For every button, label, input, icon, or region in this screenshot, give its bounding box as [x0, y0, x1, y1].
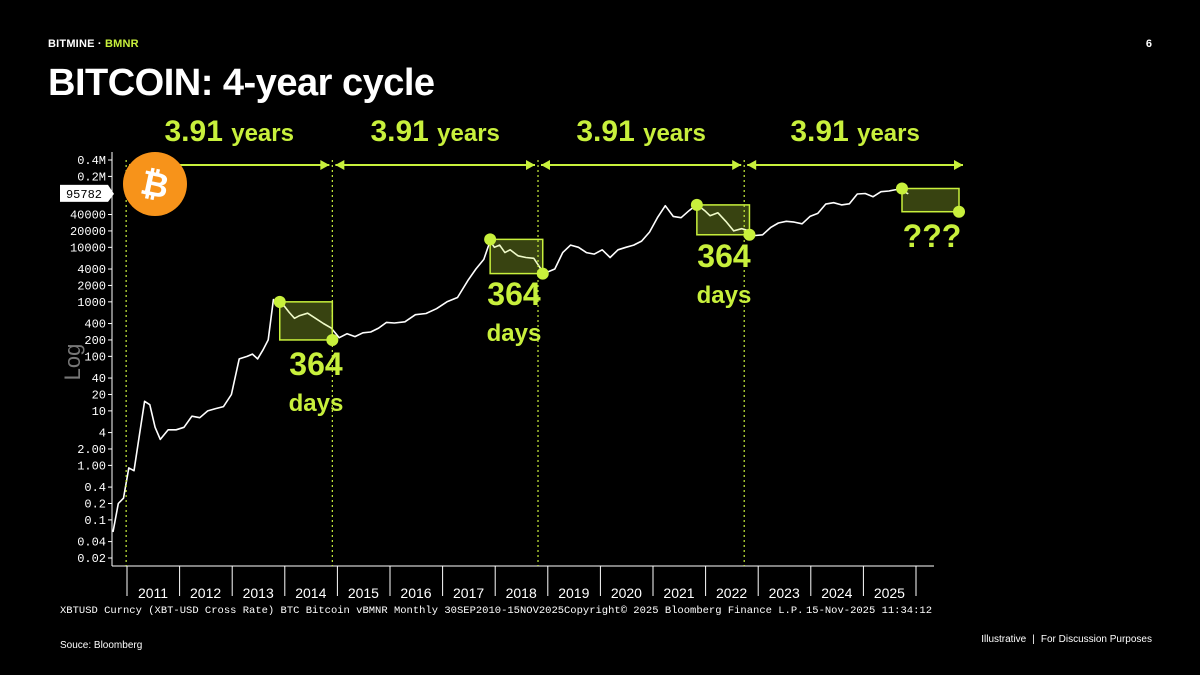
drawdown-box	[901, 187, 960, 213]
page-number: 6	[1145, 38, 1152, 50]
cycle-arrow-head-right	[320, 160, 330, 170]
y-tick-label: 2000	[77, 279, 106, 293]
x-tick-label: 2021	[663, 585, 694, 601]
drawdown-label: days	[289, 390, 344, 417]
y-tick-label: 10	[92, 405, 106, 419]
cycle-arrow-head-left	[541, 160, 551, 170]
illustrative-label: Illustrative	[981, 634, 1027, 645]
current-value-pointer	[108, 184, 114, 202]
y-tick-label: 1000	[77, 296, 106, 310]
y-tick-label: 0.2M	[77, 170, 106, 184]
x-tick-label: 2023	[769, 585, 800, 601]
chart-footer-left: XBTUSD Curncy (XBT-USD Cross Rate) BTC B…	[60, 605, 564, 617]
x-tick-label: 2017	[453, 585, 484, 601]
y-tick-label: 0.4	[84, 481, 106, 495]
chart-footer-right: 15-Nov-2025 11:34:12	[806, 605, 932, 617]
y-tick-label: 1.00	[77, 459, 106, 473]
drawdown-label: days	[487, 320, 542, 347]
x-tick-label: 2015	[348, 585, 379, 601]
y-tick-label: 400	[84, 318, 106, 332]
drawdown-peak-point	[273, 295, 286, 308]
x-tick-label: 2018	[506, 585, 537, 601]
y-tick-label: 10000	[70, 241, 106, 255]
drawdown-box	[696, 204, 751, 236]
x-tick-label: 2013	[243, 585, 274, 601]
drawdown-box	[278, 301, 334, 341]
disclaimer-separator: |	[1032, 634, 1035, 645]
drawdown-label: ???	[903, 218, 962, 254]
drawdown-trough-point	[953, 205, 965, 218]
y-tick-label: 0.04	[77, 536, 106, 550]
cycle-duration-label: 3.91 years	[165, 115, 294, 148]
current-value-label: 95782	[66, 188, 102, 202]
drawdown-label: 364	[487, 276, 541, 312]
x-tick-label: 2016	[400, 585, 431, 601]
y-tick-label: 2.00	[77, 443, 106, 457]
brand-label: BITMINE · BMNR	[48, 38, 139, 50]
y-tick-label: 200	[84, 334, 106, 348]
cycle-duration-label: 3.91 years	[370, 115, 499, 148]
y-tick-label: 0.02	[77, 552, 106, 566]
x-tick-label: 2020	[611, 585, 642, 601]
y-tick-label: 20	[92, 388, 106, 402]
cycle-arrow-head-right	[526, 160, 536, 170]
cycle-arrow-head-left	[335, 160, 345, 170]
y-tick-label: 0.1	[84, 514, 106, 528]
discussion-label: For Discussion Purposes	[1040, 634, 1152, 645]
x-tick-label: 2025	[874, 585, 905, 601]
drawdown-peak-point	[896, 182, 908, 195]
cycle-duration-label: 3.91 years	[790, 115, 919, 148]
brand-ticker: BMNR	[105, 38, 139, 50]
drawdown-peak-point	[690, 198, 703, 211]
drawdown-trough-point	[536, 267, 549, 280]
cycle-arrow-head-right	[954, 160, 963, 170]
chart-footer-middle: Copyright© 2025 Bloomberg Finance L.P.	[564, 605, 803, 617]
brand-prefix: BITMINE ·	[48, 38, 105, 50]
y-tick-label: 4000	[77, 263, 106, 277]
cycle-duration-label: 3.91 years	[576, 115, 705, 148]
x-tick-label: 2014	[295, 585, 326, 601]
drawdown-label: 364	[697, 238, 751, 274]
bitcoin-icon	[123, 152, 187, 216]
y-tick-label: 40000	[70, 209, 106, 223]
current-value-box	[60, 184, 108, 202]
y-tick-label: 0.2	[84, 497, 106, 511]
disclaimer: Illustrative | For Discussion Purposes	[981, 634, 1152, 645]
cycle-arrow-head-right	[732, 160, 742, 170]
x-tick-label: 2019	[558, 585, 589, 601]
drawdown-peak-point	[484, 233, 497, 246]
drawdown-box	[489, 238, 544, 275]
y-tick-label: 40	[92, 372, 106, 386]
y-tick-label: 0.4M	[77, 154, 106, 168]
drawdown-label: days	[697, 282, 752, 309]
x-tick-label: 2011	[138, 585, 168, 601]
x-tick-label: 2012	[190, 585, 221, 601]
drawdown-trough-point	[326, 333, 339, 346]
cycle-arrow-head-left	[747, 160, 757, 170]
price-line	[112, 188, 909, 533]
y-tick-label: 100	[84, 350, 106, 364]
y-tick-label: 20000	[70, 225, 106, 239]
y-axis-label: Log	[60, 344, 85, 381]
x-tick-label: 2022	[716, 585, 747, 601]
x-tick-label: 2024	[821, 585, 852, 601]
y-tick-label: 4	[99, 427, 106, 441]
drawdown-trough-point	[743, 228, 756, 241]
source-note: Souce: Bloomberg	[60, 640, 143, 651]
drawdown-label: 364	[289, 346, 343, 382]
page-title: BITCOIN: 4-year cycle	[48, 62, 435, 104]
